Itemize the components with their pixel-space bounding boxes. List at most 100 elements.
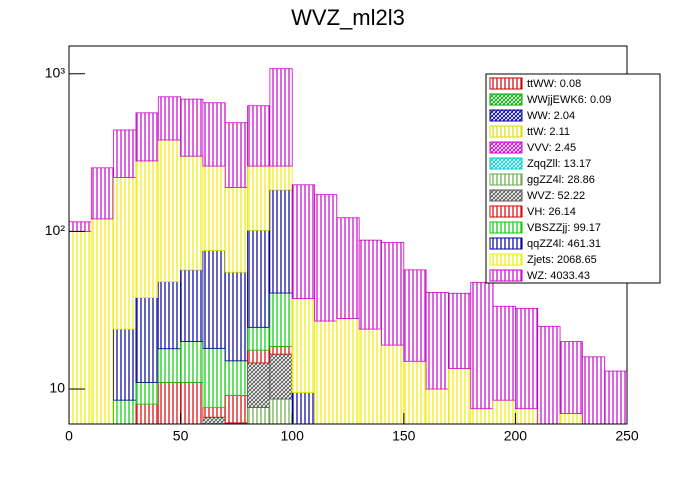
histogram-bar xyxy=(470,281,494,410)
histogram-bar xyxy=(314,194,338,322)
legend-swatch xyxy=(489,189,523,202)
histogram-bar xyxy=(90,218,115,424)
legend-swatch xyxy=(489,93,523,106)
legend-label: WW: 2.04 xyxy=(527,110,575,122)
legend-label: qqZZ4l: 461.31 xyxy=(527,238,601,250)
histogram-bar xyxy=(403,360,427,424)
legend-swatch xyxy=(489,205,523,218)
histogram-bar xyxy=(135,297,159,383)
y-tick-label: 10² xyxy=(45,222,66,238)
x-tick-label: 50 xyxy=(173,428,189,444)
histogram-bar xyxy=(202,250,226,349)
histogram-bar xyxy=(69,230,92,424)
legend-swatch xyxy=(489,141,523,154)
histogram-bar xyxy=(202,165,226,251)
x-tick-label: 200 xyxy=(504,428,528,444)
chart-title: WVZ_ml2l3 xyxy=(291,5,405,30)
histogram-bar xyxy=(291,184,315,299)
histogram-bar xyxy=(113,177,137,330)
histogram-bar xyxy=(336,318,360,424)
legend-swatch xyxy=(489,77,523,90)
legend-swatch xyxy=(489,221,523,234)
histogram-bar xyxy=(157,348,181,383)
histogram-bar xyxy=(448,292,472,369)
x-tick-label: 250 xyxy=(615,428,639,444)
histogram-bar xyxy=(180,98,204,157)
legend-label: Zjets: 2068.65 xyxy=(527,254,597,266)
histogram-bar xyxy=(180,155,204,271)
histogram-bar xyxy=(224,187,248,273)
histogram-bar xyxy=(559,341,583,414)
legend-label: WWjjEWK6: 0.09 xyxy=(527,94,611,106)
histogram-bar xyxy=(69,221,92,232)
x-tick-label: 150 xyxy=(392,428,416,444)
histogram-bar xyxy=(358,239,382,330)
legend-label: VH: 26.14 xyxy=(527,206,576,218)
histogram-bar xyxy=(224,271,248,362)
legend-swatch xyxy=(489,125,523,138)
histogram-bar xyxy=(247,362,271,408)
histogram-bar xyxy=(581,356,606,424)
histogram-bar xyxy=(358,328,382,424)
legend-label: VBSZZjj: 99.17 xyxy=(527,222,601,234)
histogram-bar xyxy=(537,325,561,424)
histogram-bar xyxy=(381,242,405,346)
legend-label: ttW: 2.11 xyxy=(527,126,570,138)
legend-label: ttWW: 0.08 xyxy=(527,78,581,90)
histogram-bar xyxy=(291,298,315,393)
legend-swatch xyxy=(489,237,523,250)
histogram-bar xyxy=(157,281,181,350)
legend-swatch xyxy=(489,173,523,186)
legend-swatch xyxy=(489,157,523,170)
legend-swatch xyxy=(489,109,523,122)
histogram-bar xyxy=(247,349,271,364)
legend-label: VVV: 2.45 xyxy=(527,142,576,154)
histogram-bar xyxy=(247,229,271,328)
y-tick-label: 10³ xyxy=(45,64,66,80)
histogram-bar xyxy=(247,105,271,167)
histogram-bar xyxy=(180,341,204,383)
histogram-bar xyxy=(336,217,360,319)
x-tick-label: 0 xyxy=(65,428,73,444)
histogram-bar xyxy=(113,129,137,178)
histogram-bar xyxy=(314,320,338,424)
histogram-bar xyxy=(180,269,204,342)
histogram-bar xyxy=(90,167,115,220)
histogram-bar xyxy=(269,68,293,167)
histogram-bar xyxy=(224,395,248,424)
histogram-bar xyxy=(381,344,405,424)
legend-swatch xyxy=(489,269,523,282)
plot-area xyxy=(69,68,627,424)
histogram-bar xyxy=(604,370,627,424)
histogram-bar xyxy=(202,102,226,167)
histogram-bar xyxy=(515,307,539,410)
histogram-bar xyxy=(224,122,248,188)
histogram-bar xyxy=(403,269,427,362)
histogram-bar xyxy=(269,189,293,294)
legend-label: ZqqZll: 13.17 xyxy=(527,158,591,170)
histogram-bar xyxy=(135,112,159,162)
legend-label: WVZ: 52.22 xyxy=(527,190,585,202)
histogram-bar xyxy=(113,328,137,401)
histogram-bar xyxy=(224,360,248,396)
histogram-bar xyxy=(135,381,159,405)
histogram-bar xyxy=(247,326,271,351)
legend-swatch xyxy=(489,253,523,266)
histogram-bar xyxy=(202,347,226,409)
histogram-bar xyxy=(202,407,226,418)
x-tick-label: 100 xyxy=(281,428,305,444)
histogram-bar xyxy=(425,292,449,390)
histogram-bar xyxy=(269,165,293,191)
histogram-bar xyxy=(157,139,181,283)
axes: 0 50 100 150 200 250 10 10² 10³ xyxy=(45,64,639,443)
histogram-bar xyxy=(269,292,293,347)
histogram-bar xyxy=(247,165,271,231)
y-tick-label: 10 xyxy=(49,380,65,396)
legend-label: WZ: 4033.43 xyxy=(527,270,590,282)
legend: ttWW: 0.08 WWjjEWK6: 0.09 WW: 2.04 ttW: 2.1… xyxy=(485,73,661,284)
histogram-bar xyxy=(157,96,181,141)
histogram-bar xyxy=(269,353,293,400)
histogram-bar xyxy=(269,345,293,355)
histogram-bar xyxy=(135,160,159,298)
